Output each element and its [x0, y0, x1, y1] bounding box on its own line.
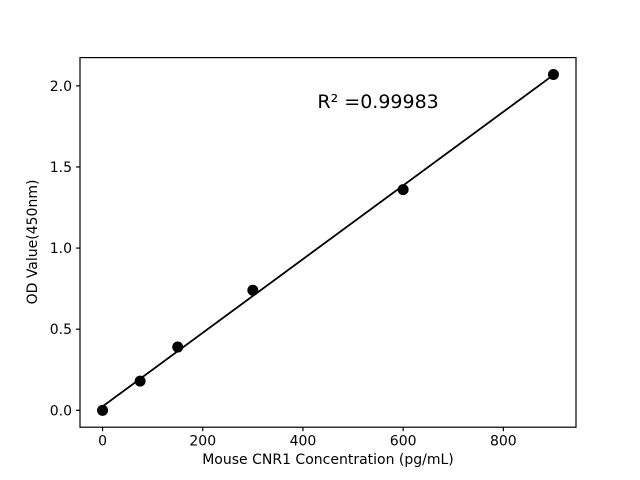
fit-line — [102, 74, 554, 408]
x-tick-label: 600 — [390, 434, 417, 450]
y-tick-label: 0.0 — [50, 403, 72, 419]
data-point — [547, 68, 559, 80]
x-tick-label: 0 — [98, 434, 107, 450]
y-tick-label: 2.0 — [50, 79, 72, 95]
y-tick-label: 1.5 — [50, 160, 72, 176]
data-point — [97, 404, 109, 416]
data-point — [134, 375, 146, 387]
r-squared-annotation: R² =0.99983 — [317, 91, 439, 114]
x-tick-label: 200 — [189, 434, 216, 450]
plot-frame — [79, 56, 577, 428]
data-point — [172, 341, 184, 353]
data-point — [397, 184, 409, 196]
data-point — [247, 284, 259, 296]
x-tick-label: 400 — [290, 434, 317, 450]
y-axis-label: OD Value(450nm) — [25, 179, 41, 305]
y-tick-label: 1.0 — [50, 241, 72, 257]
x-axis-label: Mouse CNR1 Concentration (pg/mL) — [202, 452, 454, 468]
y-tick-label: 0.5 — [50, 322, 72, 338]
x-tick-label: 800 — [490, 434, 517, 450]
